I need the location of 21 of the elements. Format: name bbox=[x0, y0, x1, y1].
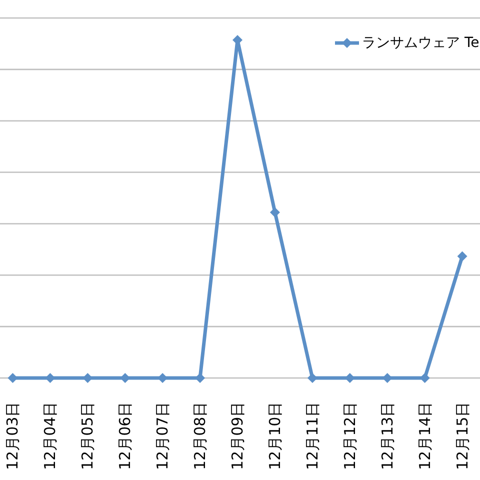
point bbox=[8, 373, 18, 383]
x-tick-label: 12月12日 bbox=[340, 402, 359, 470]
legend-label: ランサムウェア Te bbox=[362, 35, 480, 51]
x-tick-label: 12月14日 bbox=[416, 402, 434, 470]
x-tick-label: 12月08日 bbox=[191, 402, 210, 470]
point bbox=[195, 373, 206, 383]
x-tick-label: 12月09日 bbox=[228, 402, 246, 470]
x-tick-label: 12月07日 bbox=[154, 402, 172, 470]
point bbox=[420, 373, 430, 383]
x-tick-label: 12月03日 bbox=[4, 402, 22, 470]
x-tick-label: 12月11日 bbox=[303, 402, 322, 470]
point bbox=[270, 207, 280, 218]
x-tick-label: 12月10日 bbox=[266, 402, 284, 470]
x-tick-label: 12月06日 bbox=[116, 402, 134, 470]
x-tick-label: 12月04日 bbox=[41, 402, 60, 470]
point bbox=[45, 373, 56, 383]
x-tick-label: 12月05日 bbox=[78, 402, 97, 470]
x-tick-label: 12月15日 bbox=[453, 402, 472, 470]
point bbox=[457, 251, 468, 262]
point bbox=[307, 373, 318, 383]
x-tick-label: 12月13日 bbox=[378, 402, 396, 470]
